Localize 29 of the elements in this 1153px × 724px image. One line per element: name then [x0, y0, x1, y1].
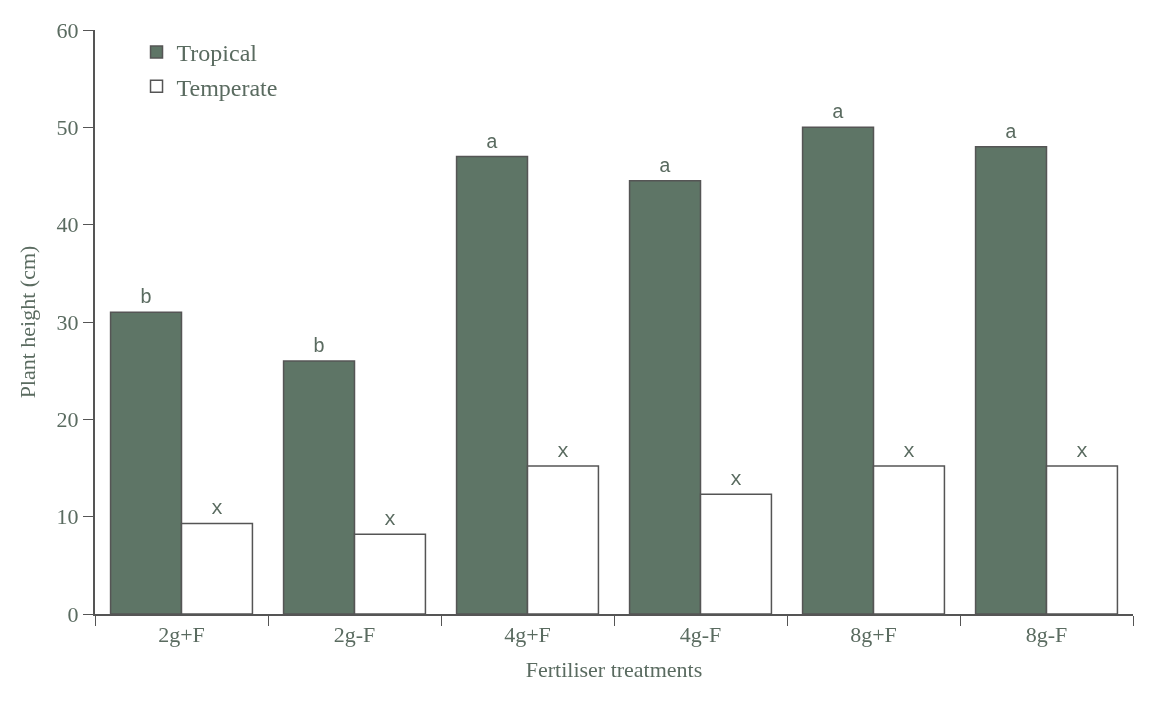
data-label: a [832, 101, 845, 125]
data-label: a [659, 154, 672, 178]
y-tick-label: 0 [67, 601, 79, 627]
x-tick-label: 2g-F [333, 622, 376, 648]
y-axis-title: Plant height (cm) [14, 245, 40, 399]
data-label: x [556, 440, 569, 464]
legend-label: Tropical [176, 40, 258, 67]
data-label: x [210, 497, 223, 521]
y-tick-label: 30 [56, 309, 79, 335]
data-label: x [729, 468, 742, 492]
y-tick-label: 50 [56, 115, 79, 141]
x-tick-label: 2g+F [158, 622, 205, 648]
x-tick-label: 4g-F [679, 622, 722, 648]
data-label: a [486, 130, 499, 154]
y-tick-label: 20 [56, 407, 79, 433]
data-label: x [1075, 440, 1088, 464]
data-label: x [383, 508, 396, 532]
data-label: a [1005, 120, 1018, 144]
x-tick-label: 4g+F [504, 622, 551, 648]
y-tick-label: 60 [56, 17, 79, 43]
data-label: x [902, 440, 915, 464]
legend-label: Temperate [176, 74, 278, 101]
data-label: b [140, 286, 153, 310]
x-tick-label: 8g+F [850, 622, 897, 648]
data-label: b [313, 334, 326, 358]
x-tick-label: 8g-F [1025, 622, 1068, 648]
y-tick-label: 40 [56, 212, 79, 238]
y-tick-label: 10 [56, 504, 79, 530]
x-axis-title: Fertiliser treatments [525, 656, 703, 682]
